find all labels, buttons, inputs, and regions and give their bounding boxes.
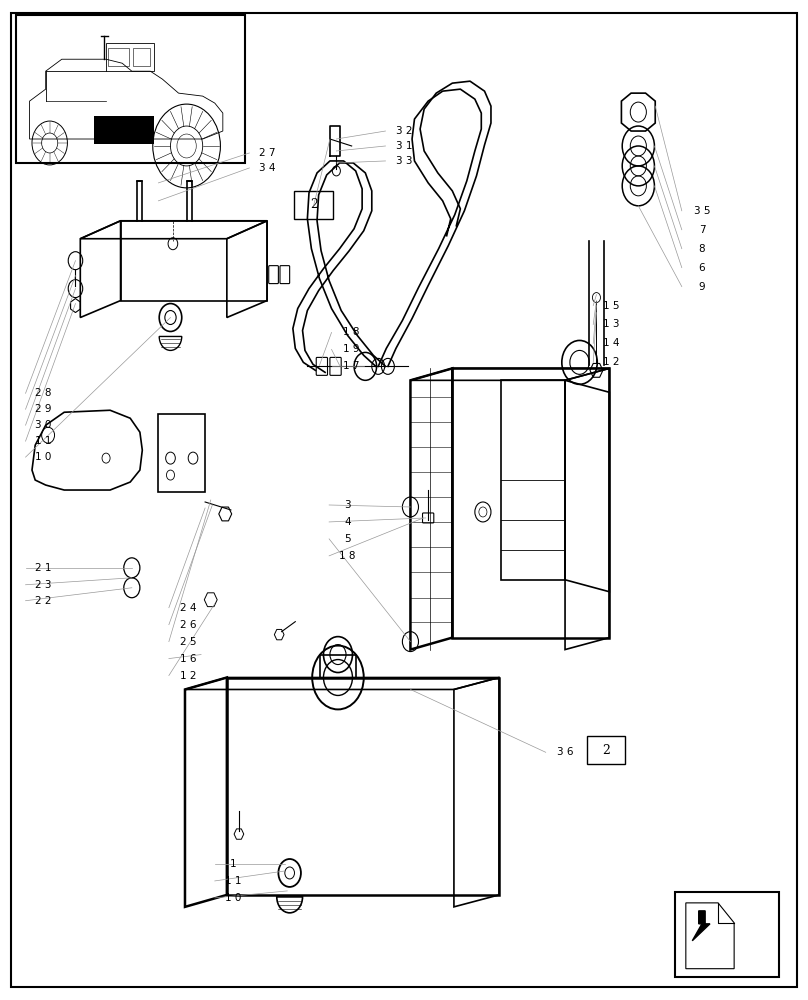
Text: 1 4: 1 4 xyxy=(604,338,620,348)
Text: 3 0: 3 0 xyxy=(35,420,52,430)
Text: 1 1: 1 1 xyxy=(225,876,242,886)
Text: 1: 1 xyxy=(230,859,237,869)
Text: 1 0: 1 0 xyxy=(35,452,52,462)
Text: 3: 3 xyxy=(344,500,351,510)
Text: 2 2: 2 2 xyxy=(35,596,52,606)
Text: 3 2: 3 2 xyxy=(396,126,412,136)
Text: 2 7: 2 7 xyxy=(259,148,276,158)
Text: 3 6: 3 6 xyxy=(557,747,574,757)
FancyBboxPatch shape xyxy=(330,357,341,375)
Text: 2 5: 2 5 xyxy=(180,637,196,647)
Text: 3 4: 3 4 xyxy=(259,163,276,173)
Text: 1 8: 1 8 xyxy=(339,551,356,561)
Text: 2 9: 2 9 xyxy=(35,404,52,414)
Text: 2 4: 2 4 xyxy=(180,603,196,613)
FancyBboxPatch shape xyxy=(587,736,625,764)
FancyBboxPatch shape xyxy=(423,513,434,523)
Text: 3 1: 3 1 xyxy=(396,141,412,151)
FancyBboxPatch shape xyxy=(280,266,289,284)
FancyBboxPatch shape xyxy=(16,15,246,163)
Text: 9: 9 xyxy=(699,282,705,292)
Text: 4: 4 xyxy=(344,517,351,527)
Text: 1 2: 1 2 xyxy=(604,357,620,367)
Text: 3 5: 3 5 xyxy=(694,206,710,216)
FancyBboxPatch shape xyxy=(94,116,154,144)
Text: 6: 6 xyxy=(699,263,705,273)
Text: 1 6: 1 6 xyxy=(180,654,196,664)
Text: 2 3: 2 3 xyxy=(35,580,52,590)
Polygon shape xyxy=(692,911,710,941)
Text: 5: 5 xyxy=(344,534,351,544)
Text: 2 1: 2 1 xyxy=(35,563,52,573)
Text: 8: 8 xyxy=(699,244,705,254)
Text: 2: 2 xyxy=(602,744,610,757)
Text: 1 8: 1 8 xyxy=(343,327,360,337)
Text: 1 0: 1 0 xyxy=(225,893,242,903)
Text: 1 1: 1 1 xyxy=(35,436,52,446)
Text: 2 8: 2 8 xyxy=(35,388,52,398)
Text: 2 6: 2 6 xyxy=(180,620,196,630)
FancyBboxPatch shape xyxy=(269,266,279,284)
Text: 1 3: 1 3 xyxy=(604,319,620,329)
FancyBboxPatch shape xyxy=(675,892,779,977)
Text: 1 9: 1 9 xyxy=(343,344,360,354)
Text: 3 3: 3 3 xyxy=(396,156,412,166)
Text: 1 7: 1 7 xyxy=(343,361,360,371)
Text: 1 2: 1 2 xyxy=(180,671,196,681)
FancyBboxPatch shape xyxy=(294,191,333,219)
Text: 1 5: 1 5 xyxy=(604,301,620,311)
Text: 2: 2 xyxy=(310,198,318,211)
FancyBboxPatch shape xyxy=(316,357,327,375)
Text: 7: 7 xyxy=(699,225,705,235)
